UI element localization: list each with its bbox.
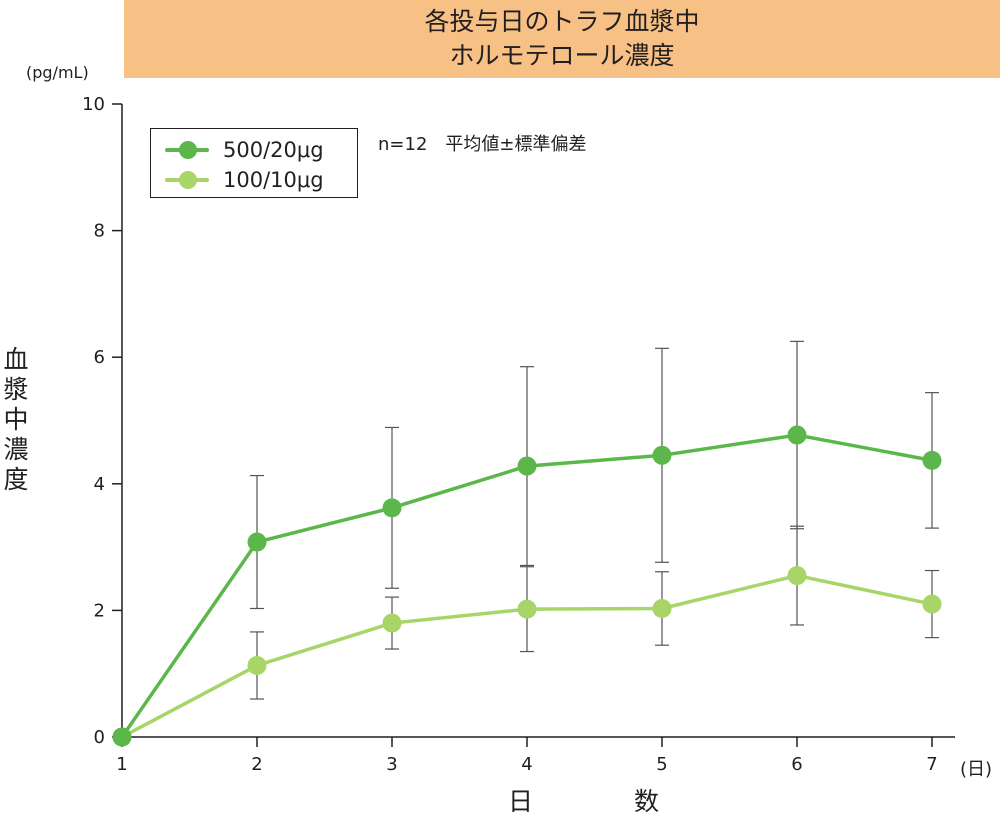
chart-title-line-2: ホルモテロール濃度 (449, 41, 675, 70)
data-point-series-2 (787, 566, 807, 586)
legend-label-series-1: 500/20μg (223, 138, 324, 162)
data-point-series-1 (112, 727, 132, 747)
y-tick-label: 6 (94, 347, 105, 368)
y-tick-label: 0 (94, 727, 105, 748)
legend-marker-series-2 (179, 171, 197, 189)
legend-item-series-1: 500/20μg (165, 135, 355, 163)
chart-legend: 500/20μg 100/10μg (150, 128, 358, 198)
x-tick-label: 2 (251, 754, 262, 775)
legend-item-series-2: 100/10μg (165, 165, 355, 193)
y-tick-label: 2 (94, 600, 105, 621)
x-tick-label: 6 (791, 754, 802, 775)
data-point-series-1 (787, 425, 807, 445)
y-axis-unit: (pg/mL) (26, 63, 89, 82)
data-point-series-1 (382, 498, 402, 518)
data-point-series-2 (922, 594, 942, 614)
x-axis-unit: (日) (960, 759, 993, 780)
x-tick-label: 1 (116, 754, 127, 775)
y-tick-label: 8 (94, 221, 105, 242)
y-axis-label: 血漿中濃度 (3, 345, 29, 494)
chart-title-line-1: 各投与日のトラフ血漿中 (424, 7, 700, 36)
x-tick-label: 3 (386, 754, 397, 775)
data-point-series-2 (652, 599, 672, 619)
y-tick-label: 10 (82, 94, 105, 115)
x-tick-label: 4 (521, 754, 532, 775)
x-tick-label: 7 (926, 754, 937, 775)
legend-label-series-2: 100/10μg (223, 168, 324, 192)
data-point-series-1 (247, 532, 267, 552)
x-tick-label: 5 (656, 754, 667, 775)
chart-title-banner: 各投与日のトラフ血漿中 ホルモテロール濃度 (124, 0, 1000, 78)
data-point-series-1 (652, 445, 672, 465)
legend-marker-series-1 (179, 141, 197, 159)
data-point-series-2 (517, 599, 537, 619)
data-point-series-2 (247, 655, 267, 675)
data-point-series-1 (922, 450, 942, 470)
data-point-series-1 (517, 456, 537, 476)
x-axis-label: 日 数 (508, 787, 698, 816)
sample-size-note: n=12 平均値±標準偏差 (378, 134, 587, 155)
data-point-series-2 (382, 613, 402, 633)
y-tick-label: 4 (94, 474, 105, 495)
